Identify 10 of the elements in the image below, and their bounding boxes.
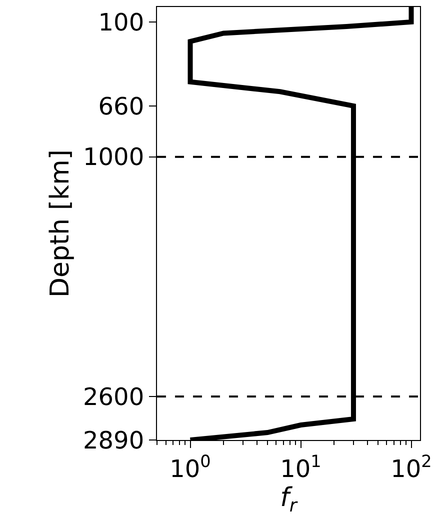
x-tick-label: 10$^{0}$: [170, 450, 211, 483]
y-tick-label: 660: [98, 92, 144, 120]
x-tick-label: 10$^{1}$: [280, 450, 322, 483]
y-tick-label: 2890: [83, 426, 144, 454]
y-tick-label: 100: [98, 8, 144, 36]
x-tick-label: 10$^{2}$: [390, 450, 432, 483]
x-axis-title: f$_{r}$: [280, 482, 298, 516]
y-tick-label: 1000: [83, 143, 144, 172]
y-axis-title: Depth [km]: [45, 149, 76, 298]
y-tick-label: 2600: [83, 382, 144, 411]
